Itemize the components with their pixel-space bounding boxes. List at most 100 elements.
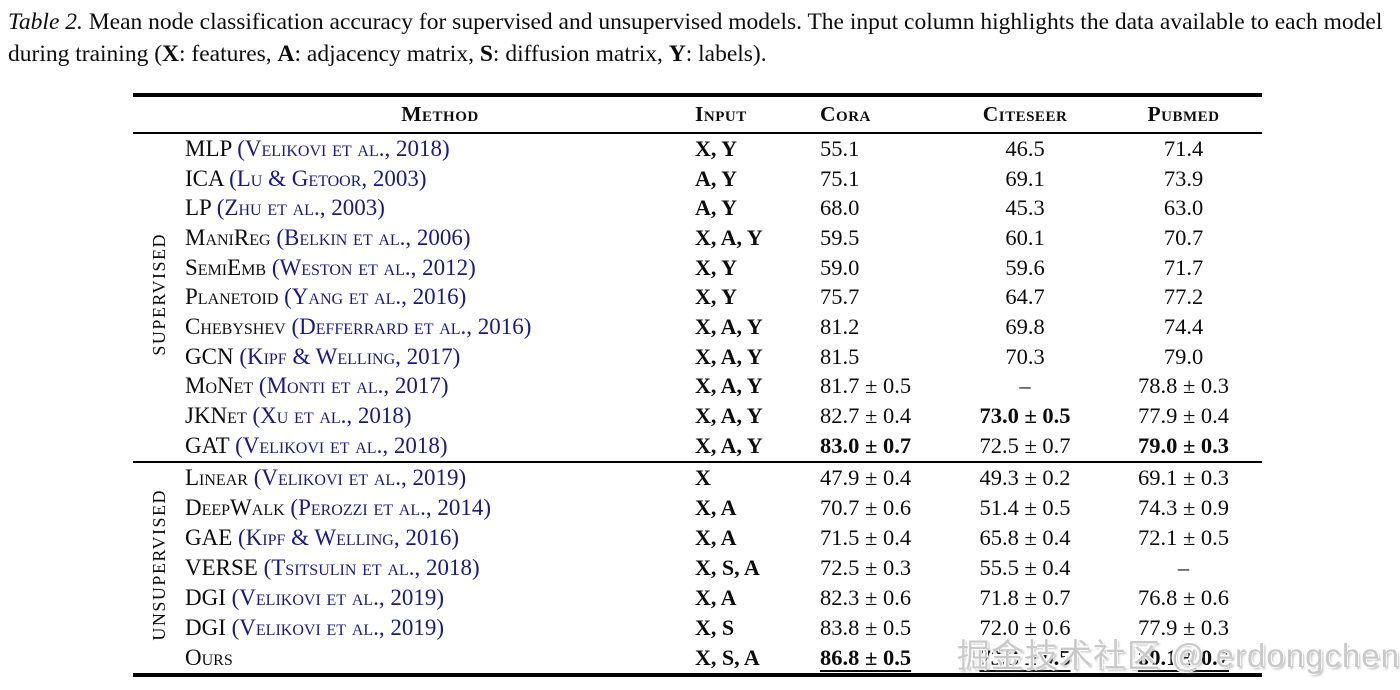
accuracy-value: 72.5 ± 0.7 (979, 432, 1071, 458)
accuracy-value: 72.0 ± 0.6 (979, 614, 1071, 640)
citation-link[interactable]: (Velikovi et al., 2019) (231, 614, 445, 640)
method-cell: GCN (Kipf & Welling, 2017) (185, 342, 695, 372)
method-cell: MLP (Velikovi et al., 2018) (185, 133, 695, 164)
value-cell-cora: 82.7 ± 0.4 (815, 401, 945, 431)
value-cell-citeseer: 55.5 ± 0.4 (945, 553, 1105, 583)
accuracy-value: 82.3 ± 0.6 (820, 584, 912, 610)
citation-link[interactable]: (Tsitsulin et al., 2018) (263, 554, 480, 580)
accuracy-value: 70.7 (1163, 224, 1204, 250)
accuracy-value: 47.9 ± 0.4 (820, 464, 912, 490)
accuracy-value: 63.0 (1163, 195, 1204, 221)
method-name: LP (185, 195, 211, 221)
accuracy-value: 79.0 ± 0.3 (1137, 432, 1230, 458)
caption-legend-key-S: S (479, 40, 493, 67)
value-cell-pubmed: 77.2 (1105, 282, 1262, 312)
value-cell-pubmed: 72.1 ± 0.5 (1105, 523, 1262, 553)
citation-link[interactable]: (Xu et al., 2018) (252, 403, 412, 429)
accuracy-value: 69.1 ± 0.3 (1137, 464, 1230, 490)
citation-link[interactable]: (Velikovi et al., 2018) (235, 432, 448, 458)
value-cell-pubmed: 77.9 ± 0.4 (1105, 401, 1262, 431)
value-cell-citeseer: 60.1 (945, 223, 1105, 253)
accuracy-value: – (1019, 373, 1031, 399)
method-name: Ours (185, 644, 233, 670)
accuracy-value: 79.0 (1163, 343, 1204, 369)
caption-legend-key-Y: Y (668, 40, 686, 67)
value-cell-citeseer: 45.3 (945, 193, 1105, 223)
accuracy-value: 68.0 (820, 195, 860, 221)
method-cell: DGI (Velikovi et al., 2019) (185, 613, 695, 643)
citation-link[interactable]: (Zhu et al., 2003) (216, 195, 385, 221)
input-cell: X, A (695, 494, 737, 520)
accuracy-value: 86.8 ± 0.5 (820, 644, 912, 670)
accuracy-value: 75.1 (820, 165, 860, 191)
method-name: JKNet (185, 403, 247, 429)
value-cell-pubmed: 74.4 (1105, 312, 1262, 342)
citation-link[interactable]: (Perozzi et al., 2014) (290, 494, 492, 520)
table-row: JKNet (Xu et al., 2018) X, A, Y 82.7 ± 0.4… (133, 401, 1262, 431)
citation-link[interactable]: (Velikovi et al., 2019) (231, 584, 445, 610)
column-header-cora: Cora (820, 102, 871, 126)
value-cell-cora: 72.5 ± 0.3 (815, 553, 945, 583)
table-row: DGI (Velikovi et al., 2019) X, S 83.8 ± 0.… (133, 613, 1262, 643)
value-cell-citeseer: 73.0 ± 0.5 (945, 401, 1105, 431)
value-cell-pubmed: 79.0 ± 0.3 (1105, 431, 1262, 462)
citation-link[interactable]: (Kipf & Welling, 2016) (238, 524, 460, 550)
accuracy-value: 72.1 ± 0.5 (1137, 524, 1230, 550)
accuracy-value: 69.1 (1005, 165, 1045, 191)
value-cell-cora: 68.0 (815, 193, 945, 223)
caption-legend-desc: : adjacency matrix, (294, 40, 480, 67)
header-spacer (133, 95, 185, 133)
method-cell: DGI (Velikovi et al., 2019) (185, 583, 695, 613)
citation-link[interactable]: (Yang et al., 2016) (284, 284, 467, 310)
value-cell-pubmed: 63.0 (1105, 193, 1262, 223)
input-cell: X, A (695, 524, 737, 550)
citation-link[interactable]: (Velikovi et al., 2019) (253, 464, 467, 490)
method-name: MLP (185, 135, 232, 161)
citation-link[interactable]: (Weston et al., 2012) (271, 254, 476, 280)
value-cell-citeseer: 69.1 (945, 164, 1105, 194)
value-cell-citeseer: 64.7 (945, 282, 1105, 312)
method-cell: LP (Zhu et al., 2003) (185, 193, 695, 223)
input-cell: X, Y (695, 135, 737, 161)
accuracy-value: 72.5 ± 0.3 (820, 554, 912, 580)
value-cell-pubmed: 74.3 ± 0.9 (1105, 493, 1262, 523)
results-table: Method Input Cora Citeseer Pubmed Superv… (133, 93, 1262, 677)
value-cell-cora: 47.9 ± 0.4 (815, 462, 945, 493)
table-row: DeepWalk (Perozzi et al., 2014) X, A 70.7 … (133, 493, 1262, 523)
value-cell-cora: 86.8 ± 0.5 (815, 643, 945, 675)
method-name: GAT (185, 432, 230, 458)
accuracy-value: 82.7 ± 0.4 (820, 403, 912, 429)
value-cell-cora: 75.1 (815, 164, 945, 194)
value-cell-citeseer: 72.5 ± 0.7 (945, 431, 1105, 462)
value-cell-pubmed: 71.4 (1105, 133, 1262, 164)
citation-link[interactable]: (Kipf & Welling, 2017) (239, 343, 461, 369)
value-cell-citeseer: 70.3 (945, 342, 1105, 372)
input-cell: X, S, A (695, 554, 760, 580)
accuracy-value: 55.1 (820, 135, 860, 161)
citation-link[interactable]: (Belkin et al., 2006) (276, 224, 471, 250)
citation-link[interactable]: (Defferrard et al., 2016) (291, 313, 532, 339)
method-cell: Ours (185, 643, 695, 675)
accuracy-value: 59.6 (1005, 254, 1045, 280)
method-cell: JKNet (Xu et al., 2018) (185, 401, 695, 431)
input-cell: X, S (695, 614, 735, 640)
citation-link[interactable]: (Lu & Getoor, 2003) (229, 165, 427, 191)
method-name: MoNet (185, 373, 254, 399)
table-row: GAT (Velikovi et al., 2018) X, A, Y 83.0 ±… (133, 431, 1262, 462)
accuracy-value: 59.0 (820, 254, 860, 280)
method-cell: GAE (Kipf & Welling, 2016) (185, 523, 695, 553)
value-cell-pubmed: 73.9 (1105, 164, 1262, 194)
table-row: DGI (Velikovi et al., 2019) X, A 82.3 ± 0.… (133, 583, 1262, 613)
table-caption: Table 2. Mean node classification accura… (8, 7, 1396, 70)
method-name: Chebyshev (185, 313, 286, 339)
column-header-input: Input (695, 102, 747, 126)
citation-link[interactable]: (Velikovi et al., 2018) (237, 135, 450, 161)
input-cell: X (695, 464, 711, 490)
accuracy-value: 71.8 ± 0.7 (979, 584, 1071, 610)
value-cell-citeseer: 46.5 (945, 133, 1105, 164)
caption-legend-desc: : labels). (685, 40, 767, 67)
citation-link[interactable]: (Monti et al., 2017) (258, 373, 449, 399)
accuracy-value: 64.7 (1005, 284, 1045, 310)
accuracy-value: 70.7 ± 0.6 (820, 494, 912, 520)
